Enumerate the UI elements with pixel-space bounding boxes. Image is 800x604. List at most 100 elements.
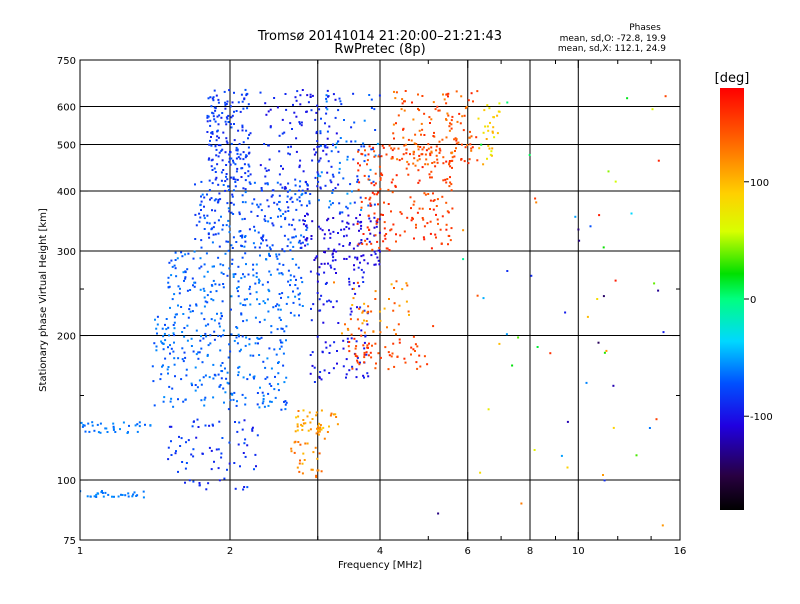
data-point bbox=[396, 355, 399, 358]
data-point bbox=[383, 307, 386, 310]
data-point bbox=[359, 221, 362, 224]
data-point bbox=[395, 174, 398, 177]
data-point bbox=[324, 144, 327, 146]
data-point bbox=[373, 108, 376, 111]
data-point bbox=[323, 262, 326, 265]
data-point bbox=[153, 404, 156, 407]
data-point bbox=[261, 237, 263, 240]
data-point bbox=[222, 169, 225, 171]
data-point bbox=[223, 401, 225, 404]
data-point bbox=[203, 263, 206, 266]
data-point bbox=[207, 158, 210, 161]
x-tick-label: 2 bbox=[227, 546, 233, 557]
data-point bbox=[279, 215, 282, 218]
data-point bbox=[371, 344, 373, 347]
data-point bbox=[301, 462, 304, 465]
data-point bbox=[186, 324, 189, 327]
data-point bbox=[217, 232, 220, 235]
data-point bbox=[284, 218, 287, 221]
data-point bbox=[204, 374, 207, 377]
data-point bbox=[226, 381, 229, 384]
data-point bbox=[449, 165, 452, 168]
data-point bbox=[315, 474, 318, 477]
data-point bbox=[219, 384, 222, 386]
data-point bbox=[367, 204, 370, 207]
data-point bbox=[302, 235, 305, 238]
data-point bbox=[174, 267, 177, 270]
data-point bbox=[357, 327, 360, 330]
data-point bbox=[232, 189, 235, 192]
data-point bbox=[254, 342, 257, 345]
data-point bbox=[294, 193, 297, 196]
data-point bbox=[229, 350, 232, 353]
data-point bbox=[270, 385, 273, 387]
data-point bbox=[237, 286, 240, 288]
data-point bbox=[358, 229, 360, 232]
data-point bbox=[487, 408, 490, 411]
data-point bbox=[297, 441, 300, 443]
data-point bbox=[282, 263, 285, 266]
data-point bbox=[390, 157, 393, 160]
data-point bbox=[226, 274, 229, 277]
data-point bbox=[211, 241, 214, 244]
data-point bbox=[373, 203, 376, 206]
data-point bbox=[217, 136, 220, 139]
data-point bbox=[97, 492, 100, 495]
data-point bbox=[269, 108, 272, 111]
data-point bbox=[183, 335, 186, 338]
data-point bbox=[209, 96, 212, 99]
data-point bbox=[330, 165, 333, 168]
data-point bbox=[319, 427, 322, 430]
data-point bbox=[348, 283, 351, 286]
data-point bbox=[175, 275, 178, 278]
data-point bbox=[364, 239, 367, 242]
data-point bbox=[226, 100, 229, 103]
data-point bbox=[376, 142, 379, 145]
data-point bbox=[319, 309, 322, 312]
colorbar-tick-label: 0 bbox=[750, 295, 756, 306]
data-point bbox=[339, 100, 342, 103]
data-point bbox=[425, 158, 428, 161]
data-point bbox=[361, 311, 364, 314]
data-point bbox=[267, 404, 270, 407]
data-point bbox=[155, 349, 158, 352]
data-point bbox=[167, 446, 170, 449]
data-point bbox=[418, 179, 421, 182]
data-point bbox=[226, 178, 229, 181]
data-point bbox=[223, 90, 226, 93]
data-point bbox=[184, 467, 187, 470]
data-point bbox=[285, 108, 288, 111]
data-point bbox=[295, 278, 297, 281]
data-point bbox=[376, 240, 379, 243]
data-point bbox=[289, 241, 292, 244]
data-point bbox=[407, 138, 410, 141]
data-point bbox=[435, 154, 438, 157]
data-point bbox=[319, 424, 322, 426]
stats-line-o: mean, sd,O: -72.8, 19.9 bbox=[560, 34, 667, 44]
data-point bbox=[528, 154, 531, 156]
data-point bbox=[230, 126, 233, 129]
data-point bbox=[360, 145, 363, 148]
data-point bbox=[406, 284, 409, 287]
data-point bbox=[370, 310, 373, 313]
data-point bbox=[203, 217, 206, 220]
data-point bbox=[335, 132, 338, 135]
data-point bbox=[664, 95, 667, 98]
data-point bbox=[155, 327, 158, 330]
data-point bbox=[257, 206, 260, 209]
data-point bbox=[245, 129, 248, 132]
data-point bbox=[241, 236, 244, 239]
data-point bbox=[462, 129, 465, 132]
data-point bbox=[450, 183, 453, 186]
data-point bbox=[436, 158, 439, 161]
data-point bbox=[189, 289, 192, 291]
data-point bbox=[149, 424, 152, 427]
data-point bbox=[343, 235, 345, 238]
data-point bbox=[407, 163, 410, 166]
data-point bbox=[266, 281, 269, 284]
data-point bbox=[399, 211, 402, 214]
data-point bbox=[409, 153, 411, 156]
data-point bbox=[258, 279, 261, 282]
data-point bbox=[298, 462, 301, 465]
data-point bbox=[290, 450, 293, 453]
